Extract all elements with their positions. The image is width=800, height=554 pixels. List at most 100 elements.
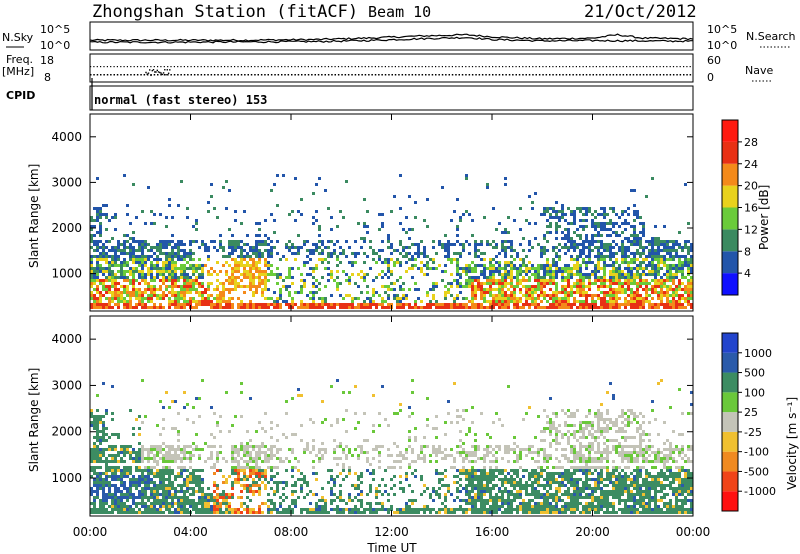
power-cell <box>687 246 690 249</box>
velocity-cell <box>432 487 435 490</box>
velocity-cell <box>159 511 162 514</box>
power-cell <box>660 300 663 303</box>
power-cell <box>255 261 258 264</box>
power-cell <box>666 264 669 267</box>
power-cell <box>624 288 627 291</box>
power-cell <box>639 246 642 249</box>
velocity-cell <box>399 511 402 514</box>
power-cell <box>399 174 402 177</box>
power-cell <box>108 288 111 291</box>
power-cell <box>150 264 153 267</box>
power-cell <box>171 285 174 288</box>
power-cell <box>585 285 588 288</box>
power-cell <box>504 246 507 249</box>
velocity-cell <box>153 472 156 475</box>
power-cell <box>105 270 108 273</box>
velocity-cell <box>243 451 246 454</box>
power-cell <box>339 261 342 264</box>
velocity-cell <box>108 481 111 484</box>
power-cell <box>624 258 627 261</box>
power-cell <box>306 306 309 309</box>
velocity-cell <box>93 511 96 514</box>
power-cell <box>393 282 396 285</box>
velocity-cell <box>108 448 111 451</box>
power-cell <box>123 264 126 267</box>
power-cell <box>690 279 693 282</box>
power-cell <box>150 300 153 303</box>
power-cell <box>669 273 672 276</box>
velocity-cell <box>108 490 111 493</box>
power-cell <box>168 276 171 279</box>
power-cell <box>642 270 645 273</box>
power-cell <box>555 222 558 225</box>
velocity-cell <box>246 487 249 490</box>
velocity-cell <box>366 469 369 472</box>
power-cell <box>240 240 243 243</box>
nave-dot <box>364 74 367 76</box>
power-cell <box>645 273 648 276</box>
power-cell <box>228 189 231 192</box>
power-cell <box>216 294 219 297</box>
power-cell <box>678 243 681 246</box>
power-cell <box>105 285 108 288</box>
power-cell <box>366 273 369 276</box>
power-cell <box>585 261 588 264</box>
power-cell <box>666 258 669 261</box>
power-cell <box>399 306 402 309</box>
power-cell <box>438 306 441 309</box>
power-cell <box>153 264 156 267</box>
power-cell <box>408 246 411 249</box>
power-cell <box>552 261 555 264</box>
velocity-cell <box>129 511 132 514</box>
nave-dot <box>311 74 313 76</box>
nave-dot <box>247 74 249 76</box>
power-cell <box>588 276 591 279</box>
power-cell <box>663 291 666 294</box>
velocity-cell <box>423 457 426 460</box>
power-cell <box>471 270 474 273</box>
velocity-cell <box>348 508 351 511</box>
power-cell <box>222 282 225 285</box>
velocity-cell <box>351 499 354 502</box>
power-cell <box>492 279 495 282</box>
power-cell <box>315 264 318 267</box>
power-cell <box>345 303 348 306</box>
velocity-cell <box>96 430 99 433</box>
power-cell <box>270 213 273 216</box>
power-cell <box>486 279 489 282</box>
frequency-panel: Freq. [MHz] 18 8 60 0 Nave CPID <box>2 53 773 110</box>
velocity-cell <box>153 511 156 514</box>
power-cell <box>186 216 189 219</box>
power-cell <box>108 300 111 303</box>
velocity-cell <box>321 508 324 511</box>
velocity-cell <box>231 511 234 514</box>
power-cell <box>507 270 510 273</box>
power-cell <box>318 225 321 228</box>
velocity-cell <box>93 490 96 493</box>
power-cell <box>228 291 231 294</box>
velocity-cell <box>246 490 249 493</box>
power-cell <box>549 267 552 270</box>
velocity-cell <box>198 484 201 487</box>
power-cell <box>120 261 123 264</box>
power-cell <box>399 285 402 288</box>
freq-dot <box>505 66 507 68</box>
power-cell <box>651 285 654 288</box>
nave-dot <box>502 74 504 76</box>
velocity-cell <box>225 460 228 463</box>
power-cell <box>627 303 630 306</box>
velocity-cell <box>165 445 168 448</box>
velocity-cell <box>207 487 210 490</box>
power-cell <box>372 252 375 255</box>
power-cell <box>582 282 585 285</box>
power-cell <box>225 306 228 309</box>
freq-dot <box>475 66 477 68</box>
power-cell <box>96 213 99 216</box>
power-cell <box>234 210 237 213</box>
power-cell <box>657 291 660 294</box>
power-cell <box>528 243 531 246</box>
power-cell <box>489 279 492 282</box>
velocity-cell <box>243 448 246 451</box>
velocity-cell <box>168 472 171 475</box>
freq-dot <box>589 66 591 68</box>
